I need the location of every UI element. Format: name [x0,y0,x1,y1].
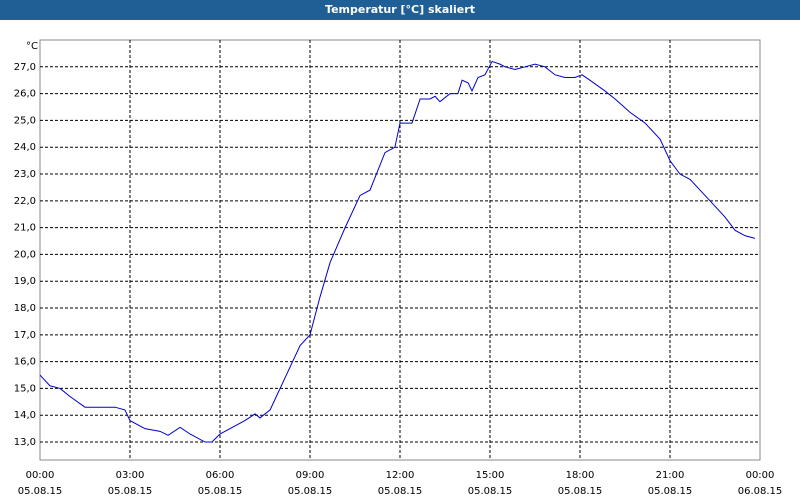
x-tick-label: 00:00 [26,470,55,481]
y-tick-label: 24,0 [14,142,36,153]
x-tick-label: 09:00 [296,470,325,481]
chart: °C 13,0 14,0 15,0 16,0 17,0 18,0 19,0 20,0 21,0 2… [14,39,783,497]
y-tick-label: 19,0 [14,276,36,287]
chart-title: Temperatur [°C] skaliert [0,0,800,20]
x-tick-date: 05.08.15 [198,486,243,497]
x-tick-label: 21:00 [656,470,685,481]
y-tick-label: 14,0 [14,410,36,421]
x-tick-date: 05.08.15 [108,486,153,497]
x-tick-label: 06:00 [206,470,235,481]
x-tick-label: 00:00 [746,470,775,481]
y-tick-label: 13,0 [14,437,36,448]
y-tick-label: 15,0 [14,383,36,394]
x-tick-label: 12:00 [386,470,415,481]
line-series [39,60,756,443]
y-tick-label: 16,0 [14,357,36,368]
x-tick-date: 06.08.15 [738,486,783,497]
y-tick-label: 21,0 [14,223,36,234]
y-tick-label: 17,0 [14,330,36,341]
x-tick-date: 05.08.15 [18,486,63,497]
x-tick-date: 05.08.15 [558,486,603,497]
x-tick-date: 05.08.15 [468,486,513,497]
y-tick-label: 22,0 [14,196,36,207]
x-tick-label: 03:00 [116,470,145,481]
x-tick-date: 05.08.15 [378,486,423,497]
x-tick-date: 05.08.15 [648,486,693,497]
y-unit: °C [26,41,38,52]
y-tick-label: 20,0 [14,249,36,260]
y-tick-label: 18,0 [14,303,36,314]
y-tick-label: 27,0 [14,62,36,73]
x-tick-label: 15:00 [476,470,505,481]
x-tick-date: 05.08.15 [288,486,333,497]
y-tick-label: 23,0 [14,169,36,180]
y-tick-label: 25,0 [14,115,36,126]
x-tick-label: 18:00 [566,470,595,481]
y-tick-label: 26,0 [14,89,36,100]
